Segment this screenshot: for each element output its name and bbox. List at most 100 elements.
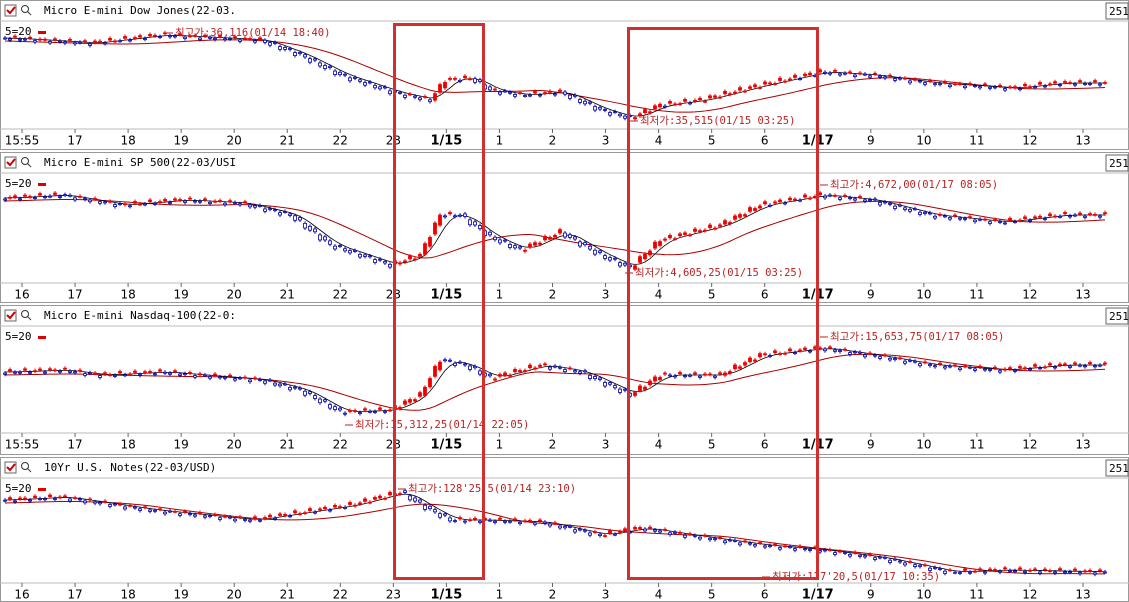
candle <box>28 196 32 198</box>
candle <box>443 359 447 362</box>
candle <box>1023 367 1027 370</box>
candle <box>158 508 162 511</box>
candle <box>598 106 602 110</box>
search-icon[interactable] <box>21 310 29 318</box>
candle <box>728 222 732 225</box>
candle <box>523 95 527 97</box>
candle <box>158 369 162 372</box>
candle <box>618 113 622 117</box>
candle <box>928 567 932 571</box>
candle <box>693 99 697 102</box>
candle <box>183 373 187 376</box>
candle <box>1013 370 1017 372</box>
candle <box>288 386 292 391</box>
candle <box>1068 571 1072 574</box>
candle <box>683 99 687 102</box>
search-icon[interactable] <box>21 5 29 13</box>
x-tick-label: 22 <box>333 288 348 302</box>
candle <box>668 101 672 104</box>
candle <box>798 349 802 352</box>
search-icon[interactable] <box>21 157 29 165</box>
candle <box>33 495 37 498</box>
candle <box>1043 366 1047 369</box>
candle <box>363 408 367 411</box>
candle <box>773 543 777 546</box>
candle <box>593 106 597 111</box>
candle <box>1073 362 1077 365</box>
candle <box>188 197 192 200</box>
candle <box>838 550 842 553</box>
check-mark <box>6 6 16 15</box>
candle <box>958 217 962 220</box>
candle <box>103 500 107 503</box>
checkbox[interactable] <box>4 4 17 17</box>
checkbox[interactable] <box>4 309 17 322</box>
candle <box>158 201 162 203</box>
candle <box>1063 363 1067 366</box>
candle <box>53 192 57 195</box>
candle <box>683 375 687 378</box>
candle <box>1088 362 1092 365</box>
x-tick-label: 5 <box>708 438 716 452</box>
candle <box>378 86 382 90</box>
candle <box>808 72 812 76</box>
candle <box>808 350 812 353</box>
candle <box>368 81 372 84</box>
x-tick-label: 11 <box>969 438 984 452</box>
x-tick-label: 20 <box>227 588 242 602</box>
candle <box>328 509 332 512</box>
candle <box>213 514 217 516</box>
candle <box>228 374 232 377</box>
candle <box>418 97 422 101</box>
candle <box>793 352 797 354</box>
candle <box>1003 222 1007 225</box>
candle <box>383 410 387 413</box>
candle <box>838 350 842 352</box>
candle <box>193 200 197 203</box>
candle <box>228 38 232 40</box>
candle <box>1098 364 1102 367</box>
candle <box>623 388 627 391</box>
candle <box>308 225 312 231</box>
candle <box>93 501 97 504</box>
candle <box>328 240 332 245</box>
checkbox[interactable] <box>4 156 17 169</box>
candle <box>743 214 747 217</box>
candle <box>763 545 767 548</box>
candle <box>563 91 567 95</box>
candle <box>653 105 657 110</box>
candle <box>488 373 492 377</box>
candle <box>73 371 77 374</box>
candle <box>323 399 327 402</box>
candle <box>708 224 712 228</box>
candle <box>943 570 947 574</box>
candle <box>588 532 592 536</box>
candle <box>358 412 362 414</box>
candle <box>58 196 62 198</box>
candle <box>503 239 507 242</box>
candle <box>788 546 792 549</box>
candle <box>83 40 87 43</box>
search-icon[interactable] <box>21 462 29 470</box>
x-tick-label: 10 <box>916 438 931 452</box>
candle <box>558 366 562 369</box>
candle <box>658 377 662 380</box>
candle <box>353 250 357 252</box>
candle <box>278 212 282 216</box>
x-tick-label: 11 <box>969 134 984 148</box>
candle <box>763 201 767 205</box>
x-tick-label: 5 <box>708 134 716 148</box>
candle <box>473 78 477 83</box>
candle <box>353 76 357 79</box>
candle <box>598 250 602 253</box>
candle <box>33 40 37 43</box>
checkbox[interactable] <box>4 461 17 474</box>
candle <box>153 509 157 512</box>
candle <box>473 365 477 369</box>
candle <box>1093 572 1097 575</box>
candle <box>908 80 912 84</box>
x-tick-label: 3 <box>602 288 610 302</box>
candle <box>643 528 647 532</box>
candle <box>138 35 142 38</box>
candle <box>543 363 547 366</box>
